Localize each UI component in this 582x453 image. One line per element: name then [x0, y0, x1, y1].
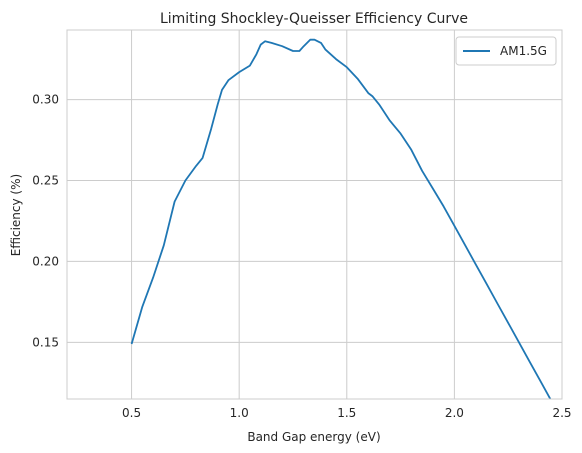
y-tick-label: 0.15: [32, 335, 59, 349]
x-tick-label: 2.0: [445, 406, 464, 420]
legend: AM1.5G: [455, 36, 557, 66]
legend-label-am15g: AM1.5G: [500, 44, 547, 58]
plot-frame: [66, 29, 563, 400]
y-tick-label: 0.30: [32, 93, 59, 107]
y-gridlines: [67, 99, 562, 343]
x-tick-label: 0.5: [122, 406, 141, 420]
chart-title: Limiting Shockley-Queisser Efficiency Cu…: [160, 11, 468, 27]
series-line-am15g: [130, 38, 552, 399]
y-tick-label: 0.20: [32, 254, 59, 268]
x-axis-label: Band Gap energy (eV): [247, 430, 380, 444]
x-tick-label: 1.5: [337, 406, 356, 420]
y-axis-label: Efficiency (%): [9, 174, 23, 256]
legend-box: [455, 36, 557, 66]
y-tick-label: 0.25: [32, 174, 59, 188]
x-tick-labels: 0.5 1.0 1.5 2.0 2.5: [122, 406, 572, 420]
series-layer: [130, 38, 552, 399]
x-tick-label: 1.0: [230, 406, 249, 420]
x-gridlines: [131, 30, 563, 399]
x-tick-label: 2.5: [552, 406, 571, 420]
y-tick-labels: 0.15 0.20 0.25 0.30: [32, 93, 59, 350]
